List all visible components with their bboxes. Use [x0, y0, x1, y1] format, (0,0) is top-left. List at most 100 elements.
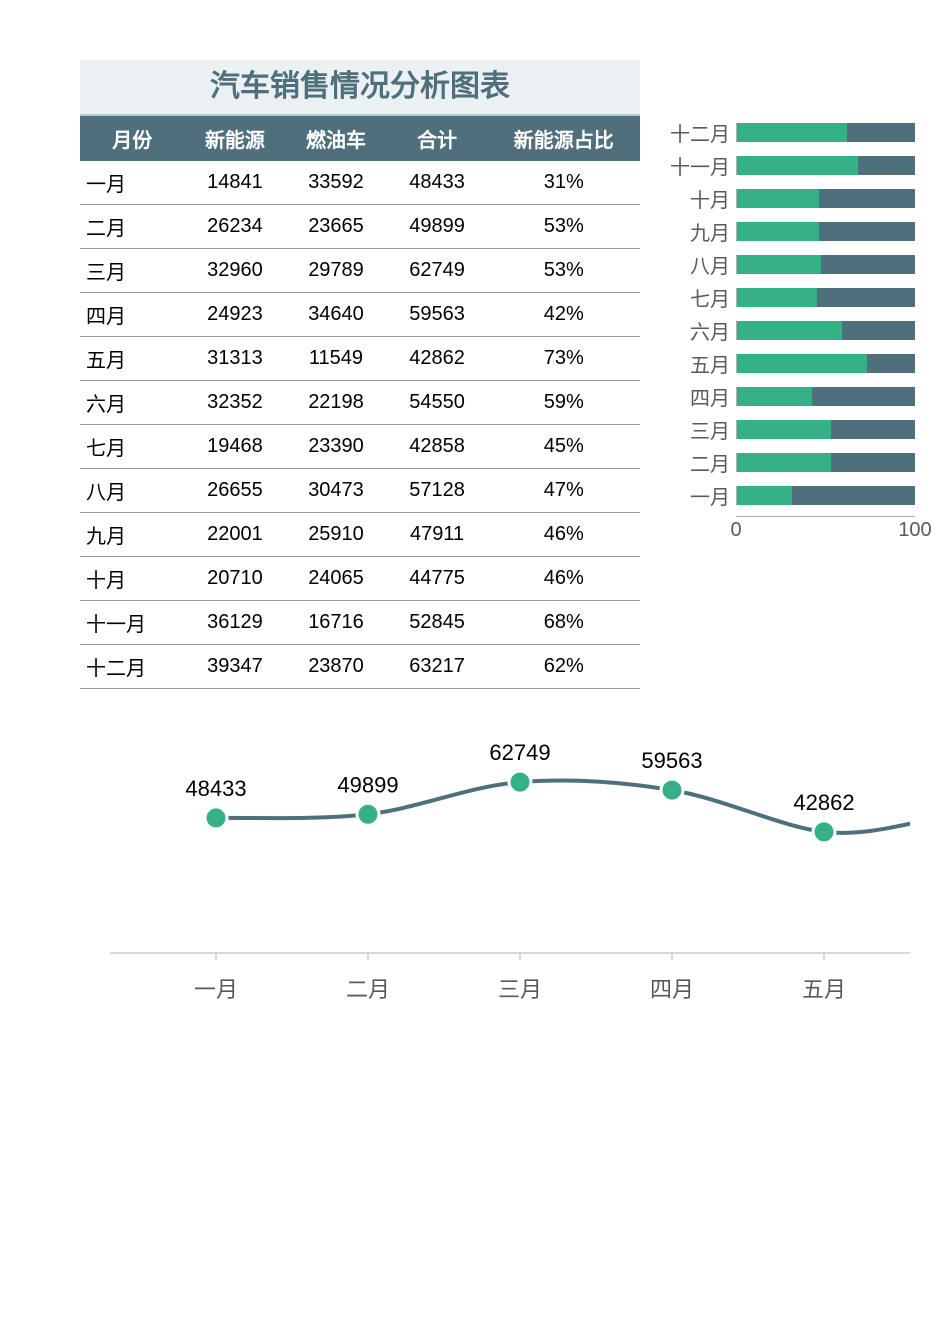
table-cell: 62749 [387, 249, 488, 293]
table-cell: 十月 [80, 557, 184, 601]
table-cell: 33592 [285, 161, 386, 205]
table-cell: 22001 [184, 513, 285, 557]
table-row: 十二月39347238706321762% [80, 645, 640, 689]
bar-row-label: 六月 [654, 316, 736, 345]
bar-segment-new-energy [737, 189, 819, 208]
table-row: 八月26655304735712847% [80, 469, 640, 513]
bar-row-label: 四月 [654, 382, 736, 411]
table-cell: 47% [488, 469, 640, 513]
bar-segment-new-energy [737, 387, 812, 406]
table-header-cell: 新能源占比 [488, 116, 640, 161]
bar-segment-new-energy [737, 123, 847, 142]
bar-axis-tick: 100 [898, 519, 931, 542]
table-cell: 31% [488, 161, 640, 205]
bar-row-label: 三月 [654, 415, 736, 444]
table-cell: 42% [488, 293, 640, 337]
table-cell: 24923 [184, 293, 285, 337]
table-cell: 三月 [80, 249, 184, 293]
bar-row: 六月 [654, 314, 915, 347]
table-cell: 73% [488, 337, 640, 381]
bar-track [736, 387, 915, 406]
table-cell: 一月 [80, 161, 184, 205]
bar-track [736, 453, 915, 472]
table-cell: 23390 [285, 425, 386, 469]
table-cell: 16716 [285, 601, 386, 645]
table-cell: 25910 [285, 513, 386, 557]
bar-track [736, 321, 915, 340]
bar-segment-fuel [847, 123, 915, 142]
bar-segment-new-energy [737, 486, 792, 505]
line-x-category-label: 二月 [346, 977, 390, 1002]
table-cell: 11549 [285, 337, 386, 381]
bar-track [736, 156, 915, 175]
table-row: 七月19468233904285845% [80, 425, 640, 469]
table-row: 三月32960297896274953% [80, 249, 640, 293]
table-cell: 46% [488, 557, 640, 601]
table-row: 六月32352221985455059% [80, 381, 640, 425]
line-data-label: 59563 [641, 748, 702, 773]
bar-segment-fuel [831, 453, 915, 472]
bar-track [736, 255, 915, 274]
bar-segment-fuel [821, 255, 915, 274]
table-cell: 48433 [387, 161, 488, 205]
table-cell: 四月 [80, 293, 184, 337]
table-row: 四月24923346405956342% [80, 293, 640, 337]
table-cell: 14841 [184, 161, 285, 205]
line-x-category-label: 五月 [802, 977, 846, 1002]
bar-row: 三月 [654, 413, 915, 446]
sales-table: 月份新能源燃油车合计新能源占比 一月14841335924843331%二月26… [80, 116, 640, 689]
bar-segment-fuel [858, 156, 915, 175]
left-column: 汽车销售情况分析图表 月份新能源燃油车合计新能源占比 一月14841335924… [80, 60, 640, 689]
bar-row-label: 十月 [654, 184, 736, 213]
stacked-bar-chart: 十二月十一月十月九月八月七月六月五月四月三月二月一月 [654, 116, 915, 512]
bar-segment-fuel [817, 288, 915, 307]
bar-row: 十月 [654, 182, 915, 215]
table-cell: 68% [488, 601, 640, 645]
bar-segment-fuel [842, 321, 915, 340]
table-cell: 39347 [184, 645, 285, 689]
bar-row-label: 十二月 [654, 118, 736, 147]
line-marker [661, 779, 683, 801]
bar-segment-fuel [812, 387, 915, 406]
table-cell: 六月 [80, 381, 184, 425]
line-x-category-label: 一月 [194, 977, 238, 1002]
table-cell: 22198 [285, 381, 386, 425]
table-cell: 七月 [80, 425, 184, 469]
bar-segment-fuel [792, 486, 915, 505]
table-header-cell: 燃油车 [285, 116, 386, 161]
table-cell: 31313 [184, 337, 285, 381]
bar-segment-new-energy [737, 321, 842, 340]
bar-track [736, 222, 915, 241]
bar-row-label: 九月 [654, 217, 736, 246]
top-row: 汽车销售情况分析图表 月份新能源燃油车合计新能源占比 一月14841335924… [80, 60, 915, 689]
bar-track [736, 288, 915, 307]
bar-track [736, 189, 915, 208]
table-cell: 42858 [387, 425, 488, 469]
table-cell: 32960 [184, 249, 285, 293]
bar-track [736, 486, 915, 505]
line-data-label: 42862 [793, 790, 854, 815]
table-body: 一月14841335924843331%二月26234236654989953%… [80, 161, 640, 689]
right-column: 十二月十一月十月九月八月七月六月五月四月三月二月一月 0100 [640, 60, 915, 545]
line-data-label: 49899 [337, 772, 398, 797]
table-cell: 46% [488, 513, 640, 557]
table-cell: 62% [488, 645, 640, 689]
table-header-cell: 合计 [387, 116, 488, 161]
bar-track [736, 123, 915, 142]
bar-chart-x-axis: 0100 [654, 516, 915, 545]
table-cell: 八月 [80, 469, 184, 513]
table-cell: 二月 [80, 205, 184, 249]
bar-row-label: 一月 [654, 481, 736, 510]
page-root: 汽车销售情况分析图表 月份新能源燃油车合计新能源占比 一月14841335924… [0, 0, 945, 1039]
table-cell: 49899 [387, 205, 488, 249]
bar-segment-new-energy [737, 255, 821, 274]
bar-segment-fuel [819, 189, 915, 208]
bar-segment-fuel [819, 222, 915, 241]
table-cell: 47911 [387, 513, 488, 557]
table-cell: 59563 [387, 293, 488, 337]
bar-row: 五月 [654, 347, 915, 380]
table-cell: 20710 [184, 557, 285, 601]
table-cell: 59% [488, 381, 640, 425]
table-cell: 57128 [387, 469, 488, 513]
table-cell: 36129 [184, 601, 285, 645]
